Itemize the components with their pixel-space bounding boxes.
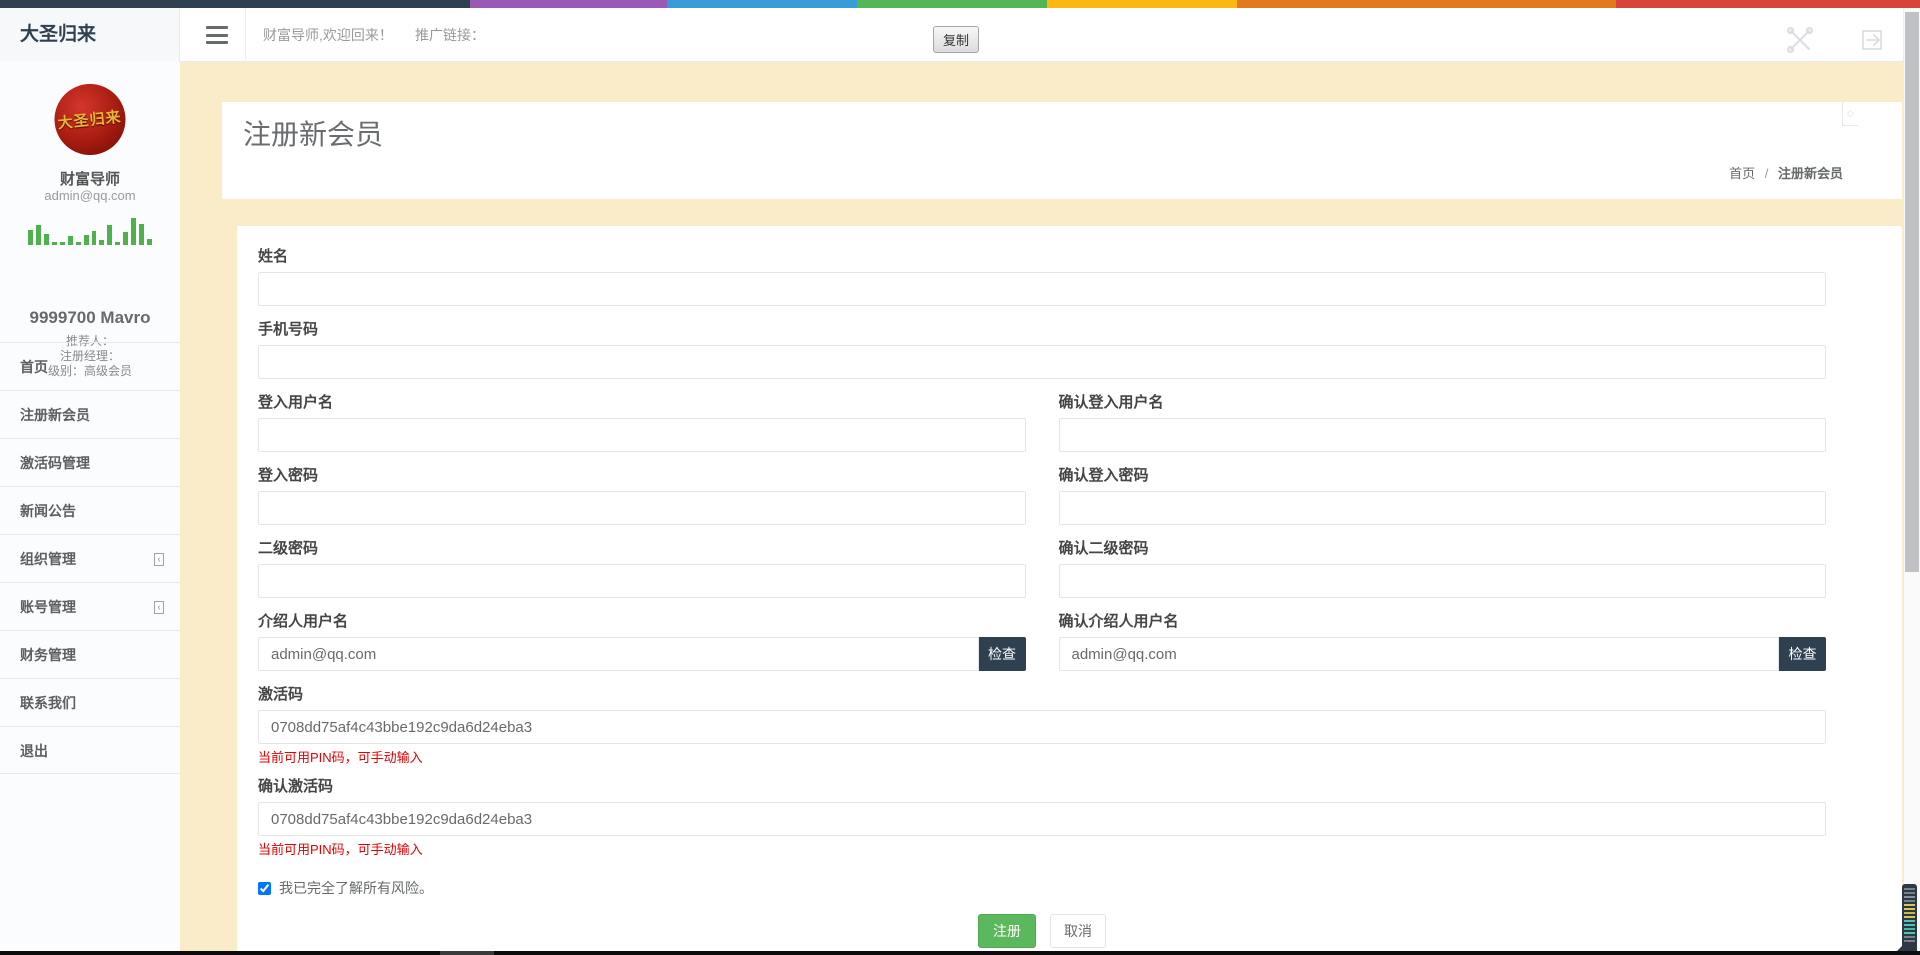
avatar-text: 大圣归来 bbox=[57, 108, 123, 133]
username-confirm-label: 确认登入用户名 bbox=[1058, 394, 1164, 411]
topbar-divider bbox=[245, 8, 246, 62]
username-label: 登入用户名 bbox=[258, 394, 334, 411]
code-minimap-widget bbox=[1897, 884, 1917, 951]
introducer-label: 介绍人用户名 bbox=[258, 613, 349, 630]
profile-email: admin@qq.com bbox=[44, 188, 136, 203]
breadcrumb-separator: / bbox=[1764, 166, 1769, 181]
breadcrumb-current: 注册新会员 bbox=[1777, 166, 1843, 181]
phone-input[interactable] bbox=[258, 345, 1826, 379]
check-button[interactable]: 检查 bbox=[978, 637, 1026, 671]
sidebar-item-news[interactable]: 新闻公告 bbox=[0, 486, 180, 534]
check-button[interactable]: 检查 bbox=[1779, 637, 1826, 671]
username-confirm-input[interactable] bbox=[1058, 418, 1826, 452]
sidebar-item-register-member[interactable]: 注册新会员 bbox=[0, 390, 180, 438]
page-title: 注册新会员 bbox=[243, 119, 384, 150]
secondary-password-confirm-input[interactable] bbox=[1058, 564, 1826, 598]
activation-confirm-label: 确认激活码 bbox=[258, 778, 334, 795]
introducer-input[interactable] bbox=[258, 637, 979, 671]
breadcrumb: 首页 / 注册新会员 bbox=[1729, 163, 1843, 182]
user-profile: 大圣归来 财富导师 admin@qq.com 9999700 Mavro 推荐人… bbox=[0, 62, 180, 378]
sidebar-menu: 首页 注册新会员 激活码管理 新闻公告 组织管理 ‹ 账号管理 ‹ 财务管理 联系我… bbox=[0, 342, 180, 774]
profile-name: 财富导师 bbox=[59, 171, 120, 188]
password-input[interactable] bbox=[258, 491, 1026, 525]
hamburger-icon[interactable] bbox=[203, 24, 231, 46]
profile-bar-chart-icon bbox=[28, 215, 152, 245]
app-logo-text: 大圣归来 bbox=[20, 24, 97, 45]
tools-icon[interactable] bbox=[1786, 27, 1814, 53]
secondary-password-label: 二级密码 bbox=[258, 540, 319, 557]
sign-out-icon[interactable] bbox=[1861, 29, 1885, 51]
sidebar-item-home[interactable]: 首页 bbox=[0, 342, 180, 390]
password-confirm-label: 确认登入密码 bbox=[1058, 467, 1149, 484]
submenu-indicator-icon: ‹ bbox=[154, 553, 164, 566]
copy-button[interactable]: 复制 bbox=[933, 26, 979, 53]
activation-label: 激活码 bbox=[258, 686, 304, 703]
avatar[interactable]: 大圣归来 bbox=[54, 84, 126, 155]
page-heading-panel: 注册新会员 ◇ 首页 / 注册新会员 bbox=[222, 102, 1902, 199]
secondary-password-confirm-label: 确认二级密码 bbox=[1058, 540, 1149, 557]
activation-confirm-input[interactable] bbox=[258, 802, 1826, 836]
sidebar-item-organization[interactable]: 组织管理 ‹ bbox=[0, 534, 180, 582]
password-confirm-input[interactable] bbox=[1058, 491, 1826, 525]
phone-label: 手机号码 bbox=[258, 321, 319, 338]
register-form-panel: 姓名 手机号码 登入用户名 确认登入用户名 登入密码 确认登入密码 bbox=[237, 226, 1902, 951]
bottom-edge-strip bbox=[0, 951, 1920, 955]
username-input[interactable] bbox=[258, 418, 1026, 452]
manager-line: 注册经理： bbox=[59, 349, 120, 363]
name-input[interactable] bbox=[258, 272, 1826, 306]
brand-color-strip bbox=[0, 0, 1920, 8]
sidebar-item-activation-codes[interactable]: 激活码管理 bbox=[0, 438, 180, 486]
breadcrumb-home-link[interactable]: 首页 bbox=[1729, 166, 1756, 181]
sidebar: 大圣归来 财富导师 admin@qq.com 9999700 Mavro 推荐人… bbox=[0, 62, 180, 951]
sidebar-item-finance[interactable]: 财务管理 bbox=[0, 630, 180, 678]
introducer-confirm-label: 确认介绍人用户名 bbox=[1058, 613, 1179, 630]
submenu-indicator-icon: ‹ bbox=[154, 601, 164, 614]
secondary-password-input[interactable] bbox=[258, 564, 1026, 598]
main-content: 注册新会员 ◇ 首页 / 注册新会员 姓名 手机号码 登入用户名 确认登入用户名 bbox=[180, 62, 1903, 951]
risk-checkbox-label: 我已完全了解所有风险。 bbox=[279, 880, 433, 896]
introducer-confirm-input[interactable] bbox=[1058, 637, 1779, 671]
name-label: 姓名 bbox=[258, 248, 289, 265]
activation-input[interactable] bbox=[258, 710, 1826, 744]
diamond-icon[interactable]: ◇ bbox=[1842, 102, 1858, 126]
risk-checkbox[interactable] bbox=[258, 881, 271, 895]
profile-stats: 推荐人： 注册经理： 级别：高级会员 bbox=[0, 334, 180, 379]
welcome-text: 财富导师,欢迎回来！ bbox=[263, 27, 393, 43]
promo-link-label: 推广链接： bbox=[415, 27, 485, 43]
topbar: 大圣归来 财富导师,欢迎回来！ 推广链接： 复制 bbox=[0, 8, 1920, 62]
cancel-button[interactable]: 取消 bbox=[1050, 914, 1106, 948]
page-scrollbar[interactable] bbox=[1903, 8, 1920, 951]
referrer-line: 推荐人： bbox=[65, 334, 114, 348]
password-label: 登入密码 bbox=[258, 467, 319, 484]
register-button[interactable]: 注册 bbox=[978, 914, 1036, 948]
sidebar-item-logout[interactable]: 退出 bbox=[0, 726, 180, 774]
pin-hint-text: 当前可用PIN码，可手动输入 bbox=[258, 842, 423, 857]
app-logo: 大圣归来 bbox=[0, 8, 180, 62]
level-line: 级别：高级会员 bbox=[47, 364, 132, 378]
pin-hint-text: 当前可用PIN码，可手动输入 bbox=[258, 750, 423, 765]
sidebar-item-contact[interactable]: 联系我们 bbox=[0, 678, 180, 726]
profile-account: 9999700 Mavro bbox=[29, 308, 151, 327]
scrollbar-thumb[interactable] bbox=[1905, 12, 1919, 572]
sidebar-item-accounts[interactable]: 账号管理 ‹ bbox=[0, 582, 180, 630]
